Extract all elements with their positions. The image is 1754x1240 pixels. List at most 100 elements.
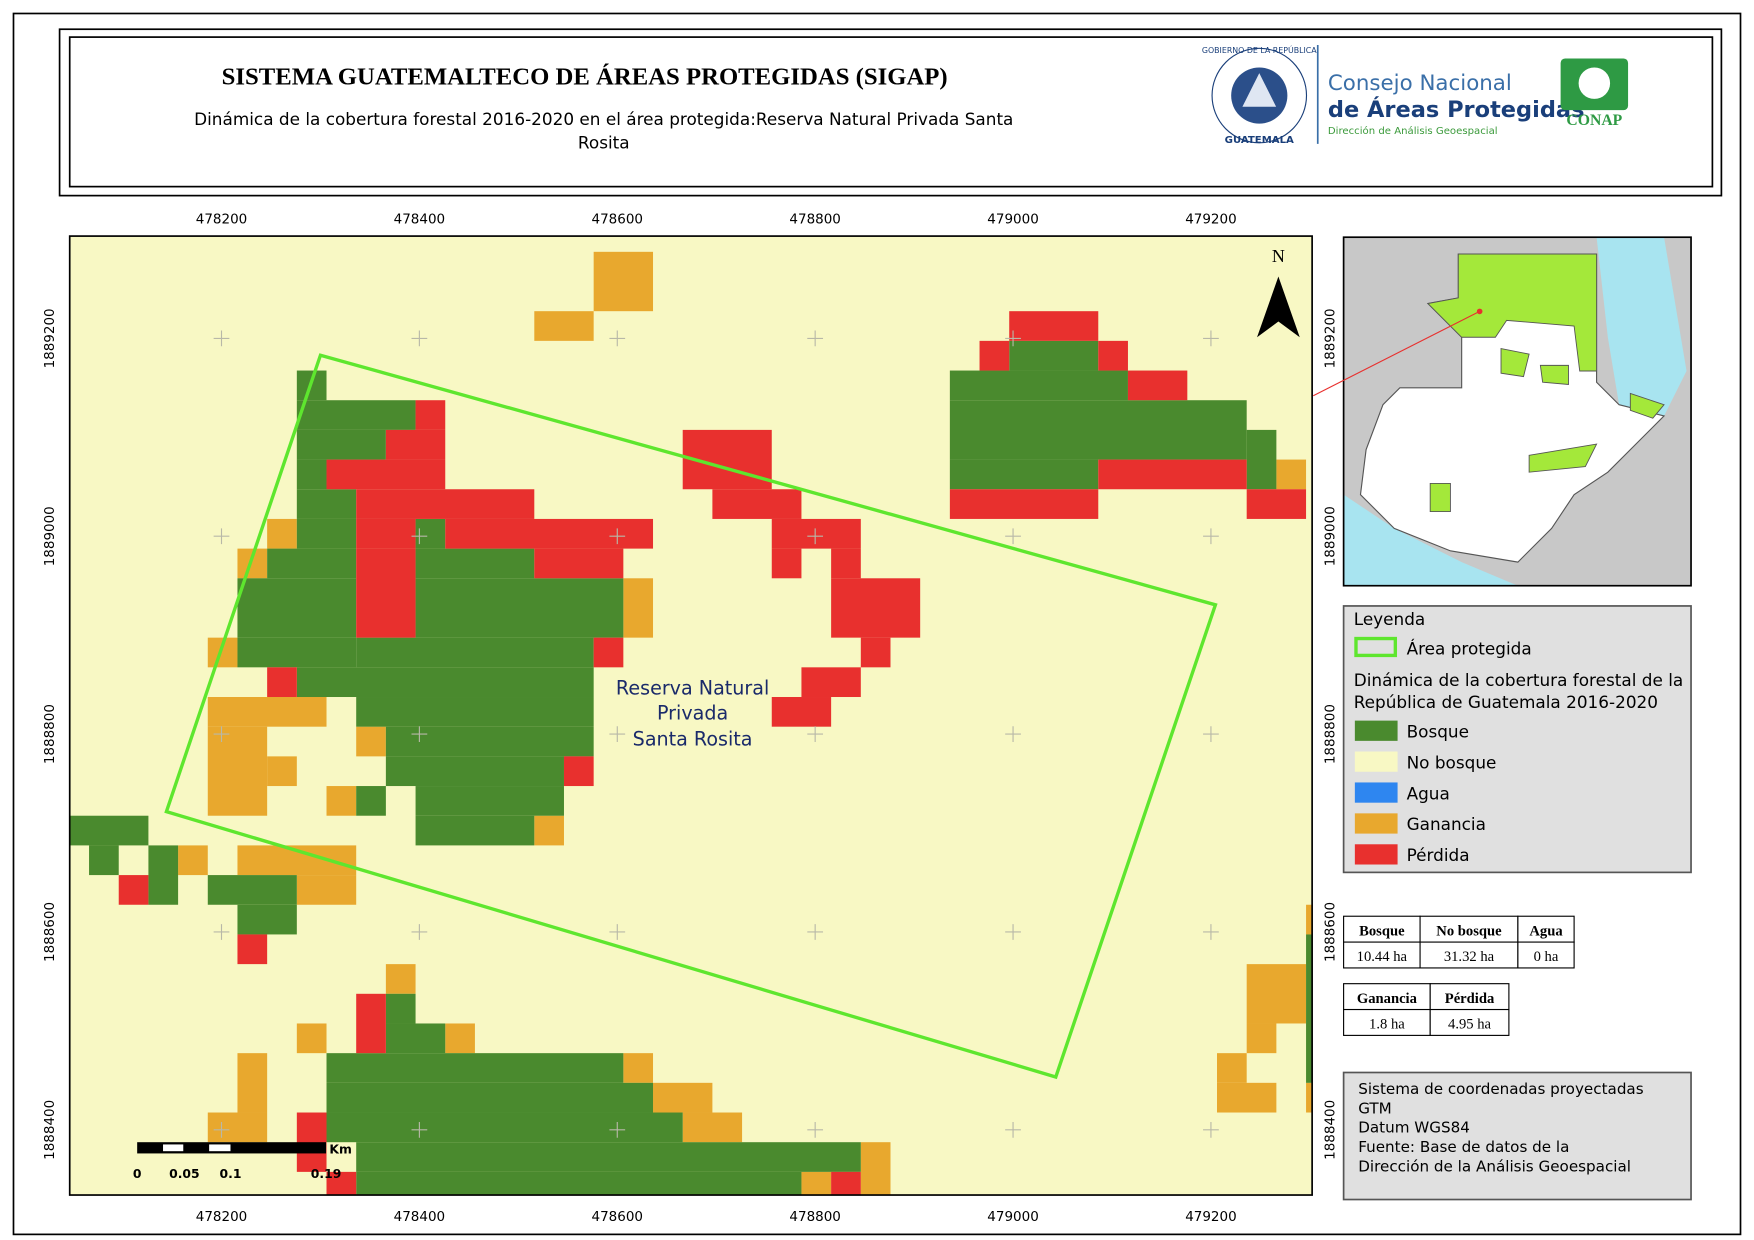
area-label: Privada <box>657 701 728 724</box>
grid-cross <box>609 1121 626 1138</box>
forest-pixel <box>385 756 564 787</box>
loss-pixel <box>326 1171 357 1196</box>
axis-ticks: 478200 478200 478400 478400 478600 478600 4788… <box>42 212 1339 1225</box>
forest-pixel <box>356 1142 861 1172</box>
gain-pixel <box>267 518 297 549</box>
inset-protected <box>1427 253 1598 372</box>
info-line: Datum WGS84 <box>1358 1119 1470 1137</box>
legend-subtitle: Dinámica de la cobertura forestal de la <box>1354 670 1683 690</box>
grid-cross <box>411 528 428 545</box>
table-header: No bosque <box>1436 923 1502 939</box>
grid-cross <box>213 330 230 347</box>
gain-pixel <box>623 578 654 638</box>
scale-label: 0.19 <box>311 1167 342 1181</box>
x-tick-label: 479000 <box>987 212 1038 228</box>
loss-pixel <box>1098 459 1247 490</box>
scale-label: 0.05 <box>169 1167 200 1181</box>
table-header: Ganancia <box>1357 991 1418 1007</box>
table-value: 10.44 ha <box>1357 949 1408 965</box>
table-value: 4.95 ha <box>1448 1017 1492 1033</box>
info-line: Sistema de coordenadas proyectadas <box>1358 1080 1644 1098</box>
legend-label: Área protegida <box>1407 637 1532 658</box>
info-box <box>1342 1071 1692 1201</box>
inset-frame <box>1342 236 1692 587</box>
forest-pixel <box>326 1053 624 1083</box>
raster <box>69 251 1313 1196</box>
forest-pixel <box>415 518 446 549</box>
x-tick-label: 478400 <box>394 212 445 228</box>
grid-cross <box>1203 924 1219 940</box>
conap-logo-mark <box>1578 67 1611 99</box>
table-cell <box>1517 941 1575 969</box>
legend-items: Bosque No bosque Agua Ganancia Pérdida <box>1354 720 1496 865</box>
loss-pixel <box>771 697 832 727</box>
gain-pixel <box>267 756 297 787</box>
forest-pixel <box>385 993 416 1024</box>
forest-pixel <box>356 637 594 668</box>
org-name: Consejo Nacional <box>1328 71 1512 96</box>
forest-pixel <box>237 904 297 935</box>
table-cell <box>1343 1008 1431 1036</box>
grid-cross <box>213 924 230 940</box>
gain-pixel <box>623 1053 654 1083</box>
table-value: 31.32 ha <box>1444 949 1495 965</box>
x-tick-label: 479200 <box>1185 1209 1236 1225</box>
table-value: 1.8 ha <box>1369 1017 1405 1033</box>
loss-pixel <box>979 340 1010 371</box>
y-tick-label: 1888600 <box>1323 902 1339 962</box>
forest-pixel <box>356 697 594 727</box>
seal-text: GOBIERNO DE LA REPÚBLICA <box>1202 44 1317 55</box>
legend-swatch <box>1354 636 1398 658</box>
grid-cross <box>213 1121 230 1138</box>
table-cell <box>1517 915 1575 943</box>
legend-swatch <box>1354 844 1398 865</box>
legend-swatch <box>1354 782 1398 803</box>
y-tick-label: 1888400 <box>1323 1100 1339 1160</box>
loss-pixel <box>1246 489 1307 519</box>
loss-pixel <box>831 1171 861 1196</box>
loss-pixel <box>860 637 891 668</box>
grid-cross <box>609 924 626 940</box>
forest-pixel <box>237 637 357 668</box>
header-border <box>58 28 1723 197</box>
legend-swatch <box>1354 813 1398 834</box>
forest-pixel <box>415 815 535 846</box>
grid-crosses <box>213 330 1219 1138</box>
y-tick-label: 1888800 <box>42 704 58 764</box>
loss-pixel <box>296 1112 327 1172</box>
loss-pixel <box>356 993 386 1054</box>
map-frame <box>68 235 1313 1196</box>
grid-cross <box>1203 726 1219 742</box>
forest-pixel <box>296 400 416 430</box>
grid-cross <box>807 528 824 545</box>
grid-cross <box>411 330 428 347</box>
grid-cross <box>609 330 626 347</box>
grid-cross <box>213 528 230 545</box>
gain-pixel <box>1276 459 1307 490</box>
scale-label: 0.1 <box>220 1167 242 1181</box>
forest-pixel <box>385 1023 446 1054</box>
seal-emblem <box>1242 73 1277 107</box>
forest-pixel <box>415 548 535 579</box>
gain-pixel <box>296 1023 327 1054</box>
scale-unit: Km <box>329 1142 351 1156</box>
grid-cross <box>1005 1121 1021 1138</box>
title: SISTEMA GUATEMALTECO DE ÁREAS PROTEGIDAS… <box>222 62 948 90</box>
gain-pixel <box>682 1112 743 1143</box>
legend-swatch <box>1354 720 1398 741</box>
gain-pixel <box>653 1082 713 1113</box>
table-cell <box>1429 1008 1510 1036</box>
gain-pixel <box>1306 904 1313 935</box>
loss-pixel <box>356 518 416 549</box>
gain-pixel <box>296 875 357 905</box>
forest-pixel <box>356 1171 802 1196</box>
legend-title: Leyenda <box>1354 609 1426 629</box>
table-header: Agua <box>1529 923 1563 939</box>
seal: GOBIERNO DE LA REPÚBLICA GUATEMALA <box>1202 44 1317 146</box>
legend-box <box>1342 605 1692 874</box>
y-tick-label: 1889200 <box>42 308 58 368</box>
gain-pixel <box>326 786 357 816</box>
gain-pixel <box>237 1053 268 1113</box>
x-tick-label: 478600 <box>592 212 643 228</box>
